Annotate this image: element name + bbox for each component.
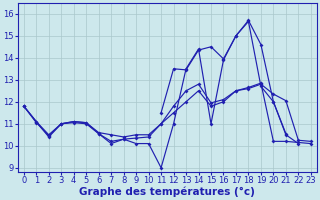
- X-axis label: Graphe des températures (°c): Graphe des températures (°c): [79, 187, 255, 197]
